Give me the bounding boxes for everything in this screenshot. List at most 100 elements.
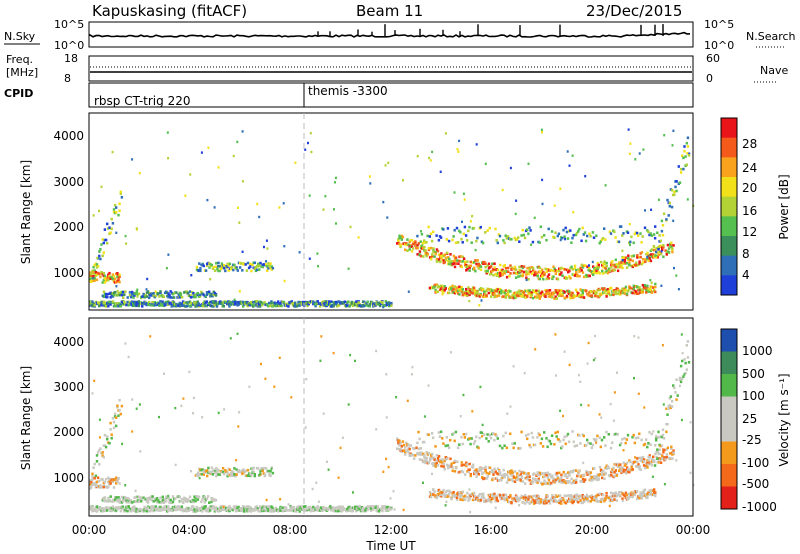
xtick-2000: 20:00 [575, 523, 610, 537]
velocity-data-point [164, 506, 168, 510]
power-data-point [529, 270, 533, 274]
power-data-point [635, 261, 638, 265]
power-data-point [514, 212, 517, 216]
velocity-data-point [473, 439, 477, 443]
velocity-data-point [498, 444, 502, 448]
velocity-data-point [117, 476, 120, 480]
power-data-point [608, 269, 612, 272]
velocity-data-point [498, 479, 501, 482]
power-data-point [453, 228, 456, 232]
power-data-point [107, 278, 110, 282]
power-data-point [486, 264, 489, 267]
power-data-point [410, 250, 414, 253]
power-data-point [156, 303, 160, 306]
power-data-point [119, 192, 122, 195]
velocity-data-point [633, 377, 635, 380]
velocity-data-point [560, 446, 563, 450]
power-data-point [554, 272, 557, 275]
velocity-data-point [107, 500, 110, 503]
power-data-point [573, 264, 577, 268]
velocity-data-point [546, 476, 550, 480]
power-data-point [513, 294, 517, 297]
velocity-data-point [537, 479, 540, 483]
power-data-point [178, 301, 181, 305]
power-data-point [604, 184, 607, 187]
velocity-data-point [559, 409, 562, 412]
velocity-data-point [441, 458, 444, 461]
velocity-data-point [260, 467, 263, 470]
velocity-data-point [152, 500, 155, 503]
power-data-point [189, 296, 193, 299]
velocity-scatter [89, 332, 695, 514]
velocity-data-point [145, 509, 148, 513]
power-data-point [533, 216, 536, 219]
power-data-point [469, 260, 472, 264]
velocity-data-point [641, 494, 645, 498]
velocity-data-point [654, 452, 657, 456]
velocity-data-point [237, 425, 240, 428]
power-data-point [575, 269, 578, 272]
velocity-data-point [463, 497, 466, 500]
velocity-data-point [646, 445, 649, 449]
velocity-data-point [630, 465, 633, 469]
velocity-data-point [420, 458, 424, 462]
power-data-point [338, 300, 341, 303]
power-data-point [568, 290, 571, 293]
power-data-point [208, 292, 211, 295]
power-data-point [307, 302, 310, 306]
velocity-data-point [298, 510, 301, 513]
velocity-data-point [322, 505, 325, 509]
power-data-point [490, 265, 493, 268]
power-data-point [509, 166, 512, 170]
power-data-point [456, 148, 459, 151]
power-data-point [597, 266, 600, 269]
velocity-data-point [262, 466, 265, 470]
power-data-point [205, 293, 209, 296]
velocity-data-point [689, 421, 692, 424]
velocity-data-point [120, 501, 124, 504]
velocity-data-point [228, 505, 231, 508]
velocity-data-point [322, 412, 325, 415]
velocity-data-point [571, 501, 574, 505]
velocity-data-point [608, 504, 611, 508]
power-data-point [137, 292, 141, 296]
power-data-point [91, 304, 94, 308]
velocity-data-point [192, 505, 195, 508]
velocity-data-point [681, 377, 684, 380]
velocity-data-point [594, 357, 597, 360]
power-data-point [263, 301, 266, 305]
power-data-point [620, 261, 623, 264]
velocity-data-point [427, 461, 431, 464]
velocity-colorbar-segment [721, 441, 737, 465]
power-data-point [552, 269, 555, 273]
power-data-point [192, 292, 195, 295]
power-data-point [482, 262, 485, 265]
power-data-point [247, 266, 251, 270]
velocity-data-point [488, 433, 491, 437]
velocity-data-point [679, 380, 683, 384]
velocity-data-point [482, 492, 485, 496]
power-data-point [487, 291, 490, 295]
power-data-point [649, 259, 653, 263]
velocity-data-point [640, 438, 643, 442]
velocity-data-point [595, 499, 598, 502]
power-ytick-3000: 3000 [53, 175, 84, 189]
power-data-point [200, 151, 203, 154]
date-title: 23/Dec/2015 [586, 2, 682, 20]
power-data-point [613, 230, 616, 234]
power-data-point [333, 208, 335, 211]
power-data-point [648, 290, 651, 294]
power-data-point [223, 266, 226, 270]
velocity-data-point [628, 459, 631, 462]
velocity-data-point [211, 506, 214, 510]
power-data-point [117, 291, 120, 295]
power-data-point [218, 269, 221, 273]
power-data-point [595, 234, 598, 238]
power-data-point [458, 293, 461, 296]
velocity-ytick-1000: 1000 [53, 471, 84, 485]
velocity-data-point [568, 500, 571, 503]
power-data-point [620, 264, 623, 267]
power-data-point [610, 261, 613, 265]
power-data-point [234, 300, 237, 304]
velocity-data-point [642, 458, 646, 461]
